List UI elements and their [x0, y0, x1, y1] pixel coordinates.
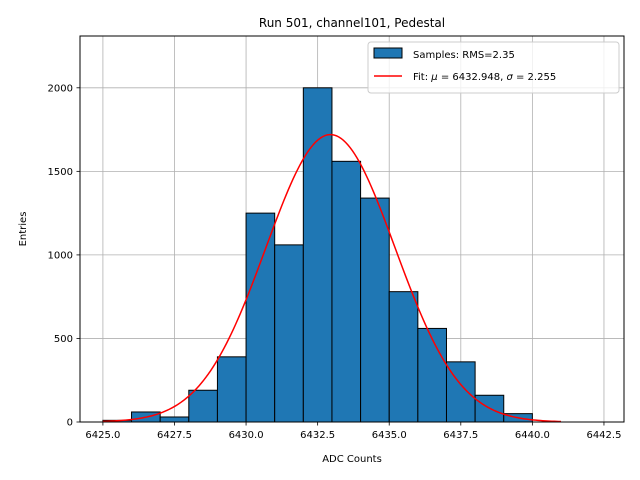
legend-label-fit: Fit: μ = 6432.948, σ = 2.255: [413, 72, 556, 83]
legend-label-samples: Samples: RMS=2.35: [413, 50, 515, 61]
histogram-bar: [302, 87, 333, 423]
fit-curve-group: [102, 133, 562, 423]
x-tick-label: 6440.0: [515, 430, 550, 441]
y-axis-label: Entries: [18, 212, 29, 247]
x-tick-label: 6435.0: [372, 430, 407, 441]
x-tick-label: 6430.0: [229, 430, 264, 441]
histogram-bar: [417, 327, 447, 423]
histogram-bar: [274, 244, 304, 423]
y-tick-label: 1000: [48, 250, 73, 261]
y-tick-label: 0: [67, 418, 73, 429]
histogram-bar: [360, 197, 390, 423]
x-tick-label: 6442.5: [586, 430, 621, 441]
chart-title: Run 501, channel101, Pedestal: [259, 16, 445, 30]
histogram-bar: [331, 160, 362, 423]
histogram-bar: [216, 356, 247, 423]
x-tick-label: 6425.0: [85, 430, 120, 441]
x-tick-label: 6427.5: [157, 430, 192, 441]
legend-fit-mu-value: = 6432.948,: [438, 72, 507, 83]
histogram-bar: [159, 416, 190, 423]
x-axis-label: ADC Counts: [322, 454, 382, 465]
legend-fit-mu-symbol: μ: [430, 72, 437, 83]
legend-fit-sigma-symbol: σ: [506, 72, 513, 83]
plot-frame: [79, 35, 625, 423]
axis-ticks: 6425.0 6427.5 6430.0 6432.5 6435.0 6437.5 6440…: [48, 83, 622, 441]
fit-curve: [102, 133, 562, 423]
legend-fit-sigma-value: = 2.255: [513, 72, 556, 83]
legend-fit-prefix: Fit:: [413, 72, 431, 83]
histogram-bar: [188, 389, 218, 423]
y-tick-label: 500: [54, 334, 73, 345]
legend-swatch-samples: [373, 47, 403, 59]
histogram-bar: [245, 212, 276, 423]
y-tick-label: 1500: [48, 167, 73, 178]
legend: Samples: RMS=2.35 Fit: μ = 6432.948, σ =…: [367, 41, 620, 94]
histogram-bar: [388, 291, 419, 423]
legend-box: [367, 41, 620, 94]
y-tick-label: 2000: [48, 83, 73, 94]
x-tick-label: 6437.5: [443, 430, 478, 441]
histogram-bar: [474, 394, 505, 423]
x-tick-label: 6432.5: [300, 430, 335, 441]
